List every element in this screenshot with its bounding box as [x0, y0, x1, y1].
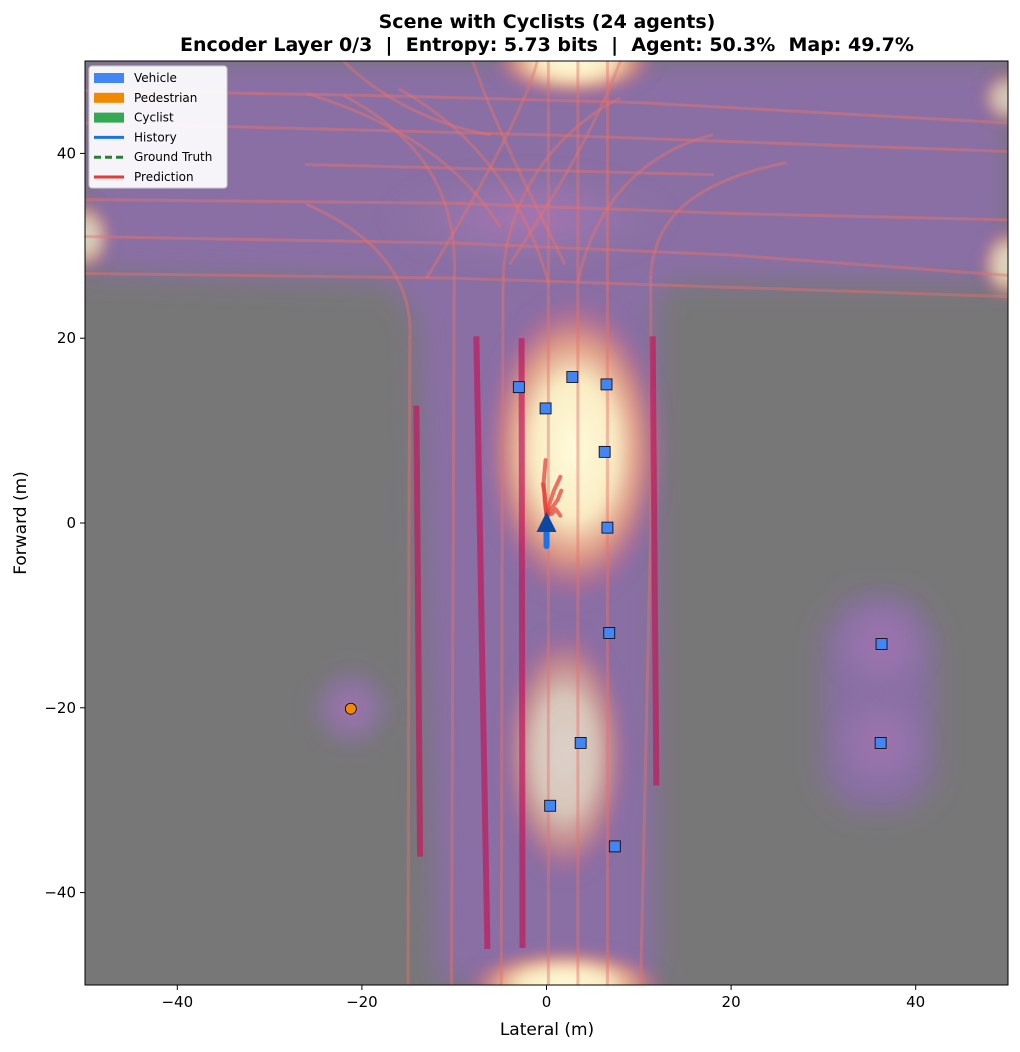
vehicle-marker	[566, 371, 579, 383]
lane-curve-faint	[425, 61, 539, 279]
attention-blob	[85, 199, 113, 274]
legend: Vehicle Pedestrian Cyclist History Ground Tr…	[88, 65, 228, 189]
prediction-line	[540, 482, 549, 518]
lane-line-attended	[649, 336, 660, 786]
lane-line-attended	[413, 405, 424, 857]
pedestrian-marker	[344, 702, 357, 715]
agents	[344, 371, 888, 853]
chart-subtitle: Encoder Layer 0/3 | Entropy: 5.73 bits |…	[180, 34, 914, 56]
y-tick-label: −20	[44, 699, 76, 717]
attention-blob	[980, 70, 1008, 126]
lane-line-faint	[85, 198, 1008, 222]
vehicle-marker	[512, 381, 525, 394]
lane-line-attended	[473, 336, 491, 950]
lane-line-faint	[305, 162, 715, 177]
vehicle-marker	[601, 521, 614, 534]
vehicle-marker	[574, 737, 587, 749]
x-tick-label: −40	[161, 993, 193, 1011]
lane-curve-faint	[342, 93, 457, 279]
x-tick-label: 0	[542, 993, 552, 1011]
lane-curve-faint	[471, 61, 567, 265]
prediction-line	[544, 507, 563, 518]
lane-curve-faint	[342, 61, 492, 137]
lane-line-faint	[449, 276, 456, 985]
x-tick-label: −20	[346, 993, 378, 1011]
lane-curve-faint	[305, 202, 412, 339]
plot-area	[85, 61, 1008, 985]
legend-label: Ground Truth	[134, 150, 212, 164]
vehicle-marker	[544, 799, 557, 812]
x-axis-ticks: −40 −20 0 20 40	[161, 985, 925, 1011]
lane-curve-faint	[649, 161, 787, 279]
lane-curve-faint	[306, 91, 502, 229]
lane-curve-faint	[501, 96, 622, 279]
x-tick-label: 20	[722, 993, 741, 1011]
trajectories	[540, 458, 564, 550]
legend-label: Vehicle	[134, 71, 177, 85]
legend-label: History	[134, 130, 177, 144]
y-axis-ticks: −40 −20 0 20 40	[44, 144, 85, 902]
x-axis-label: Lateral (m)	[500, 1020, 594, 1040]
chart-title: Scene with Cyclists (24 agents)	[379, 11, 716, 33]
ego-vehicle-marker	[536, 512, 557, 532]
vehicle-marker	[539, 402, 552, 415]
legend-swatch	[94, 73, 124, 83]
attention-blob	[491, 61, 658, 98]
lane-line-faint	[406, 336, 412, 985]
y-axis-label: Forward (m)	[11, 471, 31, 575]
vehicle-marker	[608, 840, 621, 853]
vehicle-marker	[598, 445, 611, 458]
lane-curve-faint	[576, 133, 714, 284]
attention-blobs	[85, 61, 1008, 985]
y-tick-label: 20	[57, 329, 76, 347]
attention-blob	[500, 624, 630, 884]
legend-label: Cyclist	[134, 111, 174, 125]
vehicle-marker	[603, 627, 616, 639]
attention-blob	[380, 162, 676, 274]
lane-line-faint	[85, 121, 1008, 154]
legend-label: Pedestrian	[134, 91, 197, 105]
legend-label: Prediction	[134, 170, 194, 184]
y-tick-label: 0	[66, 514, 76, 532]
legend-swatch	[94, 92, 124, 103]
x-tick-label: 40	[906, 993, 925, 1011]
lane-line-faint	[85, 272, 1008, 299]
attention-blob	[980, 227, 1008, 302]
vehicle-marker	[875, 638, 888, 650]
lane-line-faint	[85, 235, 1008, 277]
legend-swatch	[94, 112, 124, 123]
lane-curve-faint	[398, 87, 550, 284]
y-tick-label: −40	[44, 884, 76, 902]
lane-curve-faint	[508, 61, 622, 266]
y-tick-label: 40	[57, 144, 76, 162]
lane-line-faint	[499, 276, 505, 985]
vehicle-marker	[874, 737, 887, 749]
lane-line-attended	[518, 338, 526, 949]
attention-blob	[463, 948, 667, 985]
attention-blob	[481, 292, 667, 607]
vehicle-marker	[600, 378, 613, 391]
prediction-line	[544, 488, 564, 518]
